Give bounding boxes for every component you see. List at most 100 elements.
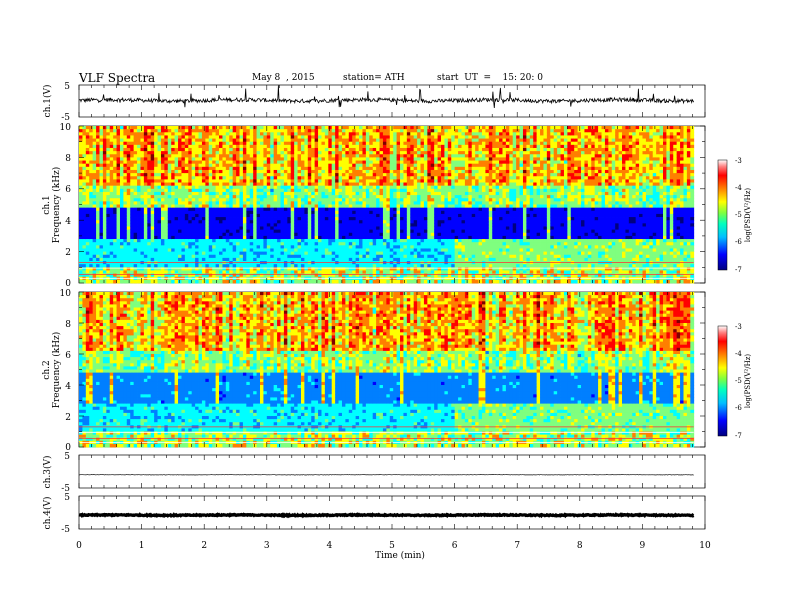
spectrogram-cell [287, 201, 292, 205]
spectrogram-cell [184, 157, 189, 161]
spectrogram-cell [359, 204, 363, 209]
spectrogram-cell [85, 166, 90, 171]
spectrogram-cell [382, 188, 387, 193]
spectrogram-cell [102, 198, 107, 202]
spectrogram-cell [116, 179, 121, 183]
spectrogram-cell [280, 195, 285, 199]
spectrogram-cell [116, 138, 121, 143]
spectrogram-cell [229, 188, 234, 193]
spectrogram-cell [256, 267, 261, 271]
spectrogram-cell [253, 232, 257, 237]
spectrogram-cell [167, 232, 172, 237]
spectrogram-cell [113, 213, 117, 218]
spectrogram-cell [232, 195, 237, 199]
spectrogram-cell [365, 138, 370, 143]
spectrogram-cell [82, 198, 87, 202]
spectrogram-cell [321, 185, 326, 190]
spectrogram-cell [222, 245, 227, 249]
spectrogram-cell [140, 169, 145, 174]
spectrogram-cell [311, 129, 316, 133]
spectrogram-cell [417, 163, 421, 168]
spectrogram-cell [372, 264, 377, 268]
spectrogram-cell [359, 213, 363, 218]
spectrogram-cell [417, 251, 421, 256]
spectrogram-cell [157, 210, 162, 215]
spectrogram-cell [157, 126, 162, 130]
spectrogram-cell [184, 248, 189, 252]
spectrogram-cell [260, 273, 264, 278]
spectrogram-cell [249, 257, 254, 262]
spectrogram-cell [311, 179, 316, 183]
spectrogram-cell [345, 232, 350, 237]
spectrogram-cell [273, 147, 278, 152]
spectrogram-cell [171, 126, 176, 130]
spectrogram-cell [314, 129, 319, 133]
spectrogram-cell [393, 267, 398, 271]
spectrogram-cell [249, 210, 254, 215]
spectrogram-cell [318, 210, 322, 215]
spectrogram-cell [150, 173, 155, 177]
spectrogram-cell [140, 176, 145, 180]
spectrogram-cell [362, 229, 367, 234]
spectrogram-cell [345, 182, 350, 187]
spectrogram-cell [283, 185, 288, 190]
spectrogram-cell [154, 154, 158, 158]
spectrogram-cell [365, 126, 370, 130]
spectrogram-cell [123, 245, 128, 249]
spectrogram-cell [212, 213, 217, 218]
spectrogram-cell [96, 217, 100, 221]
spectrogram-cell [386, 141, 391, 146]
spectrogram-cell [280, 188, 285, 193]
spectrogram-cell [372, 157, 377, 161]
spectrogram-cell [355, 226, 360, 231]
spectrogram-cell [297, 232, 302, 237]
spectrogram-cell [287, 191, 292, 196]
spectrogram-cell [365, 204, 370, 209]
spectrogram-cell [341, 235, 346, 240]
spectrogram-cell [396, 163, 401, 168]
spectrogram-cell [215, 135, 220, 139]
spectrogram-cell [109, 182, 114, 187]
spectrogram-cell [369, 169, 374, 174]
spectrogram-cell [362, 182, 367, 187]
spectrogram-cell [413, 163, 418, 168]
spectrogram-cell [270, 220, 275, 224]
spectrogram-cell [219, 141, 223, 146]
spectrogram-cell [372, 195, 377, 199]
spectrogram-cell [188, 213, 193, 218]
spectrogram-cell [277, 201, 281, 205]
spectrogram-cell [331, 147, 336, 152]
spectrogram-cell [201, 144, 206, 149]
spectrogram-cell [157, 141, 162, 146]
spectrogram-cell [345, 223, 350, 227]
spectrogram-cell [212, 166, 217, 171]
spectrogram-cell [191, 166, 196, 171]
spectrogram-cell [362, 264, 367, 268]
spectrogram-cell [338, 173, 343, 177]
spectrogram-cell [290, 147, 295, 152]
spectrogram-cell [239, 129, 244, 133]
spectrogram-cell [232, 257, 237, 262]
spectrogram-cell [154, 264, 158, 268]
spectrogram-cell [178, 169, 182, 174]
spectrogram-cell [273, 239, 278, 243]
spectrogram-cell [137, 239, 141, 243]
spectrogram-cell [318, 239, 322, 243]
spectrogram-cell [92, 204, 97, 209]
spectrogram-cell [324, 239, 329, 243]
spectrogram-cell [386, 132, 391, 136]
spectrogram-cell [215, 185, 220, 190]
spectrogram-cell [256, 201, 261, 205]
spectrogram-cell [236, 223, 240, 227]
spectrogram-cell [335, 242, 339, 246]
spectrogram-cell [379, 267, 384, 271]
spectrogram-cell [160, 195, 165, 199]
spectrogram-cell [178, 191, 182, 196]
spectrogram-cell [379, 242, 384, 246]
spectrogram-cell [229, 232, 234, 237]
spectrogram-cell [403, 264, 408, 268]
spectrogram-cell [123, 264, 128, 268]
spectrogram-cell [219, 179, 223, 183]
spectrogram-cell [236, 141, 240, 146]
spectrogram-cell [195, 144, 199, 149]
